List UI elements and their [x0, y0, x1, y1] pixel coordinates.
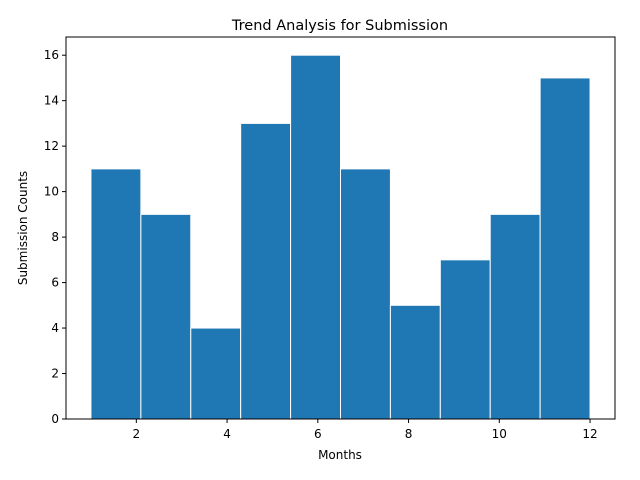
y-tick-label: 8 — [51, 230, 59, 244]
x-axis-label: Months — [318, 448, 362, 462]
x-tick-label: 6 — [314, 427, 322, 441]
histogram-bar — [290, 54, 342, 420]
histogram-bar — [190, 327, 242, 420]
y-tick-label: 6 — [51, 276, 59, 290]
y-axis-label: Submission Counts — [16, 171, 30, 285]
y-tick-label: 0 — [51, 412, 59, 426]
histogram-bar — [90, 168, 142, 420]
y-tick-label: 10 — [44, 185, 59, 199]
axes-group: 2 4 6 8 10 12 0 2 4 6 8 10 12 14 16 — [44, 36, 616, 441]
bars-group — [90, 54, 591, 420]
y-tick-label: 2 — [51, 367, 59, 381]
x-tick-label: 12 — [582, 427, 597, 441]
y-tick-label: 14 — [44, 94, 59, 108]
y-tick-label: 12 — [44, 139, 59, 153]
plot-frame — [65, 36, 616, 420]
x-tick-label: 10 — [492, 427, 507, 441]
histogram-bar — [439, 259, 491, 420]
y-tick-label: 16 — [44, 48, 59, 62]
histogram-bar — [140, 213, 192, 420]
histogram-bar — [340, 168, 391, 420]
x-tick-label: 2 — [133, 427, 141, 441]
histogram-bar — [389, 304, 441, 420]
histogram-bar — [489, 213, 541, 420]
x-tick-label: 8 — [405, 427, 413, 441]
y-tick-label: 4 — [51, 321, 59, 335]
x-tick-label: 4 — [223, 427, 231, 441]
chart-title: Trend Analysis for Submission — [231, 18, 448, 34]
histogram-bar — [240, 122, 292, 420]
histogram-bar — [539, 77, 591, 420]
